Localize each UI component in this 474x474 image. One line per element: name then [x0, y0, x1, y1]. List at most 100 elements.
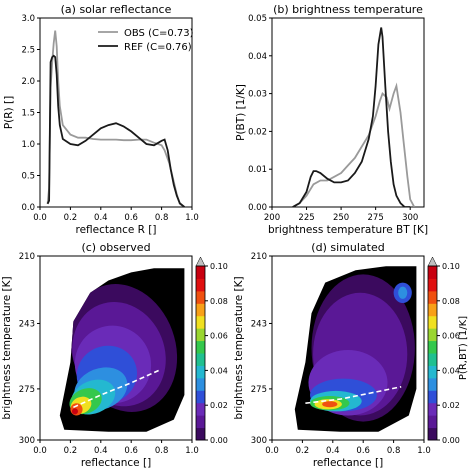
colorbar-segment	[196, 415, 205, 429]
colorbar-segment	[428, 365, 437, 379]
colorbar-segment	[196, 340, 205, 354]
plot-frame	[271, 255, 425, 441]
density-contour	[398, 286, 408, 299]
colorbar-extend-triangle	[195, 256, 206, 267]
colorbar-extend-triangle	[427, 256, 438, 267]
y-tick-label: 0.0	[21, 203, 35, 213]
x-tick-label: 1.0	[417, 446, 431, 456]
colorbar-segment	[428, 390, 437, 404]
colorbar-tick-label: 0.04	[210, 366, 228, 375]
colorbar-segment	[428, 278, 437, 292]
panel-title: (a) solar reflectance	[61, 3, 172, 16]
x-tick-label: 0.4	[94, 446, 108, 456]
y-tick-label: 3.0	[21, 14, 35, 24]
plot-frame	[39, 255, 193, 441]
y-tick-label: 0.03	[248, 90, 267, 100]
panel-title: (b) brightness temperature	[273, 3, 423, 16]
contour-group	[69, 284, 178, 416]
y-tick-label: 275	[19, 385, 35, 395]
colorbar-tick-label: 0.00	[442, 436, 460, 445]
x-axis-label: reflectance []	[313, 457, 383, 469]
x-tick-label: 0.8	[155, 446, 169, 456]
series-line-ref	[292, 27, 411, 207]
plot-frame	[271, 17, 425, 208]
x-tick-label: 0.8	[387, 446, 401, 456]
colorbar-segment	[196, 390, 205, 404]
x-axis-label: reflectance []	[81, 457, 151, 469]
x-tick-label: 0.2	[64, 213, 78, 223]
colorbar-tick-label: 0.02	[442, 401, 460, 410]
colorbar-segment	[196, 427, 205, 441]
x-tick-label: 0.8	[155, 213, 169, 223]
x-tick-label: 0.2	[296, 446, 310, 456]
colorbar-segment	[428, 402, 437, 416]
colorbar-tick-label: 0.02	[210, 401, 228, 410]
colorbar-tick-label: 0.10	[442, 262, 460, 271]
x-tick-label: 0.6	[124, 446, 138, 456]
colorbar-segment	[428, 303, 437, 317]
panel-title: (c) observed	[81, 241, 150, 254]
y-tick-label: 0.00	[248, 203, 267, 213]
panel-d: 0.0 0.2 0.4 0.6 0.8 1.0 210 243 275 300 (d) simula…	[233, 241, 469, 469]
colorbar-segment	[428, 353, 437, 366]
colorbar-segment	[428, 340, 437, 354]
colorbar-segment	[428, 328, 437, 342]
colorbar-segment	[428, 266, 437, 279]
y-axis-label: brightness temperature [K]	[1, 276, 13, 419]
colorbar-tick-label: 0.04	[442, 366, 460, 375]
density-contour	[322, 401, 338, 408]
colorbar-segment	[196, 328, 205, 342]
series-line-ref	[46, 54, 185, 207]
y-tick-label: 2.0	[21, 77, 35, 87]
colorbar-segment	[196, 353, 205, 366]
colorbar-label: P(R,BT) [1/K]	[458, 316, 469, 380]
x-tick-label: 0.4	[94, 213, 108, 223]
colorbar-tick-label: 0.10	[210, 262, 228, 271]
y-tick-label: 300	[19, 436, 35, 446]
x-tick-label: 300	[402, 213, 418, 223]
panel-c: 0.0 0.2 0.4 0.6 0.8 1.0 210 243 275 300 (c) observ…	[1, 241, 228, 469]
y-tick-label: 0.5	[21, 172, 35, 182]
y-axis-label: brightness temperature [K]	[233, 276, 245, 419]
x-tick-label: 0.0	[33, 446, 47, 456]
y-tick-label: 210	[19, 252, 35, 262]
colorbar-tick-label: 0.08	[442, 297, 460, 306]
x-tick-label: 1.0	[185, 446, 199, 456]
x-tick-label: 0.6	[356, 446, 370, 456]
colorbar-segment	[428, 377, 437, 391]
series-line-obs	[46, 30, 185, 207]
colorbar-segment	[196, 365, 205, 379]
y-axis-label: P(R) []	[3, 96, 15, 129]
x-axis-label: brightness temperature BT [K]	[268, 224, 428, 236]
y-tick-label: 0.04	[248, 52, 267, 62]
x-tick-label: 0.0	[33, 213, 47, 223]
colorbar-segment	[196, 278, 205, 292]
colorbar-segment	[196, 266, 205, 279]
colorbar-segment	[196, 402, 205, 416]
panel-title: (d) simulated	[311, 241, 384, 254]
y-tick-label: 0.01	[248, 165, 267, 175]
panel-b: 200 225 250 275 300 0.00 0.01 0.02 0.03 0.04 0.05 (…	[235, 3, 428, 236]
x-tick-label: 0.4	[326, 446, 340, 456]
y-axis-label: P(BT) [1/K]	[235, 84, 247, 141]
x-tick-label: 1.0	[185, 213, 199, 223]
panel-a: 0.0 0.2 0.4 0.6 0.8 1.0 0.0 0.5 1.0 1.5 2.0 2.5 3.0 (…	[3, 3, 199, 236]
colorbar-segment	[428, 315, 437, 329]
x-tick-label: 250	[333, 213, 349, 223]
x-axis-label: reflectance R []	[76, 224, 157, 236]
y-tick-label: 275	[251, 385, 267, 395]
colorbar-segment	[196, 290, 205, 304]
density-contour	[71, 408, 78, 415]
x-tick-label: 0.0	[265, 446, 279, 456]
colorbar-segment	[196, 315, 205, 329]
colorbar-segment	[196, 377, 205, 391]
y-tick-label: 1.5	[21, 109, 35, 119]
y-tick-label: 243	[251, 319, 267, 329]
colorbar-tick-label: 0.08	[210, 297, 228, 306]
contour-group	[308, 274, 415, 422]
colorbar-frame	[427, 265, 438, 441]
legend-label: REF (C=0.76)	[124, 42, 192, 53]
y-tick-label: 0.05	[248, 14, 267, 24]
x-tick-label: 0.6	[124, 213, 138, 223]
